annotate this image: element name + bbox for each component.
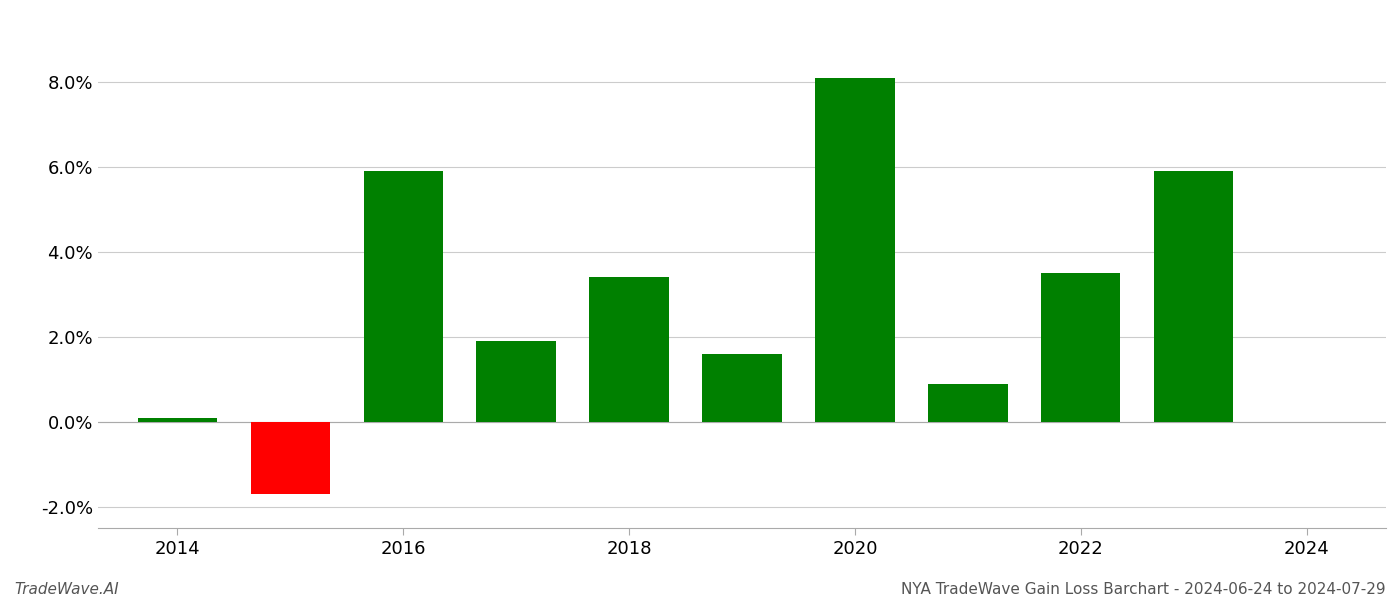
Bar — [928, 383, 1008, 422]
Bar — [815, 77, 895, 422]
Text: NYA TradeWave Gain Loss Barchart - 2024-06-24 to 2024-07-29: NYA TradeWave Gain Loss Barchart - 2024-… — [902, 582, 1386, 597]
Bar — [364, 171, 442, 422]
Bar — [476, 341, 556, 422]
Bar — [137, 418, 217, 422]
Bar — [589, 277, 669, 422]
Bar — [251, 422, 329, 494]
Text: TradeWave.AI: TradeWave.AI — [14, 582, 119, 597]
Bar — [1155, 171, 1233, 422]
Bar — [703, 354, 781, 422]
Bar — [1042, 273, 1120, 422]
